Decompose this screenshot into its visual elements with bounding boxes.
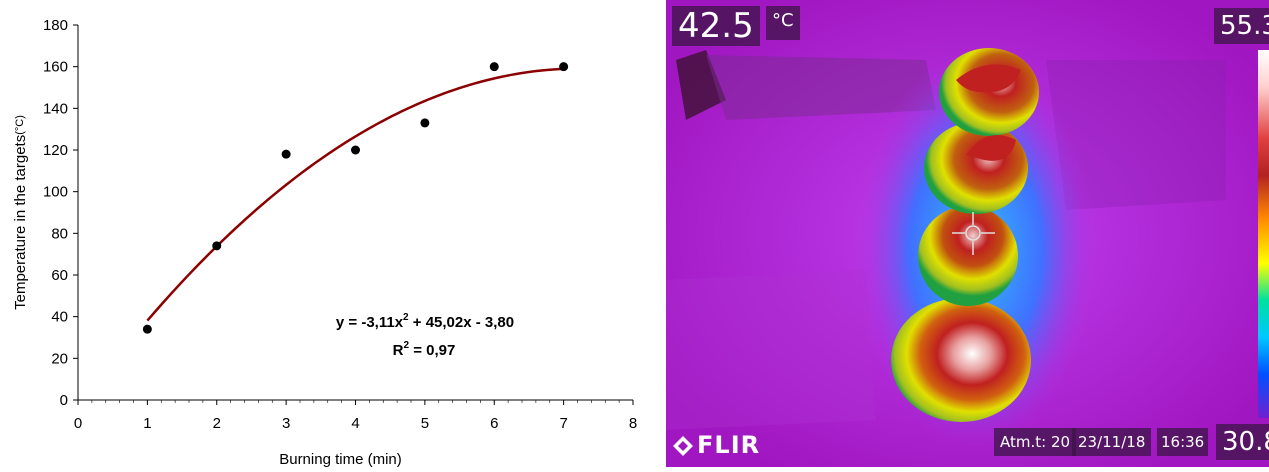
- equation-label-rest: + 45,02x - 3,80: [409, 314, 515, 331]
- y-tick-label: 100: [43, 184, 68, 201]
- x-tick-label: 7: [559, 415, 567, 432]
- r-squared-label: R2 = 0,97: [393, 340, 456, 359]
- capture-time: 16:36: [1157, 428, 1209, 456]
- r-squared-label-superscript: 2: [403, 340, 409, 351]
- x-tick-label: 3: [282, 415, 290, 432]
- y-tick-label: 40: [51, 309, 68, 326]
- thermal-image-panel: 42.5 °C 55.3 Atm.t: 20 23/11/18 16:36 30…: [666, 0, 1269, 467]
- crosshair-icon: [952, 212, 995, 255]
- y-axis-unit: (°C): [14, 115, 26, 135]
- trendline-curve: [146, 67, 564, 322]
- x-tick-label: 5: [421, 415, 429, 432]
- equation-label-main: y = -3,11x: [336, 314, 404, 331]
- spot-temperature-readout: 42.5: [672, 6, 760, 46]
- x-tick-label: 2: [213, 415, 221, 432]
- y-tick-label: 160: [43, 59, 68, 76]
- flir-brand-text: FLIR: [697, 431, 761, 459]
- y-tick-label: 60: [51, 267, 68, 284]
- data-point: [489, 62, 499, 72]
- data-point: [351, 145, 360, 155]
- equation-label: y = -3,11x2 + 45,02x - 3,80: [336, 312, 514, 331]
- y-tick-label: 0: [60, 392, 68, 409]
- x-tick-label: 0: [74, 415, 82, 432]
- r-squared-label-main: R: [393, 342, 404, 359]
- scale-max-temperature: 55.3: [1214, 8, 1269, 44]
- x-tick-label: 4: [351, 415, 359, 432]
- chart-panel: 0 20 40 60 80 100 120 140 160 180 0 1 2 3 4 5 6 7 8 Burning…: [12, 17, 638, 468]
- flir-logo: FLIR: [672, 430, 760, 460]
- y-tick-label: 180: [43, 17, 68, 34]
- x-tick-label: 8: [629, 415, 637, 432]
- capture-date: 23/11/18: [1072, 428, 1152, 456]
- thermal-image: [666, 0, 1269, 467]
- y-tick-label: 120: [43, 142, 68, 159]
- data-point: [420, 118, 430, 128]
- scatter-chart: 0 20 40 60 80 100 120 140 160 180 0 1 2 3 4 5 6 7 8 Burning…: [12, 17, 637, 468]
- data-point: [142, 324, 152, 334]
- r-squared-label-rest: = 0,97: [409, 342, 455, 359]
- color-scale-bar: [1258, 50, 1269, 418]
- data-point: [559, 62, 569, 72]
- y-tick-label: 80: [51, 225, 68, 242]
- y-tick-label: 140: [43, 100, 68, 117]
- y-axis-title: Temperature in the targets(°C): [12, 115, 29, 310]
- atmospheric-temperature: Atm.t: 20: [994, 428, 1077, 456]
- y-tick-label: 20: [51, 350, 68, 367]
- y-axis-title-text: Temperature in the targets: [12, 135, 29, 310]
- x-tick-label: 6: [490, 415, 498, 432]
- equation-label-superscript: 2: [403, 312, 409, 323]
- data-point: [212, 241, 222, 251]
- flir-mark-icon: [673, 436, 693, 456]
- temperature-unit: °C: [766, 6, 800, 40]
- x-axis-title: Burning time (min): [279, 451, 402, 467]
- scale-min-temperature: 30.8: [1216, 424, 1269, 460]
- data-point: [281, 149, 291, 159]
- x-tick-label: 1: [143, 415, 151, 432]
